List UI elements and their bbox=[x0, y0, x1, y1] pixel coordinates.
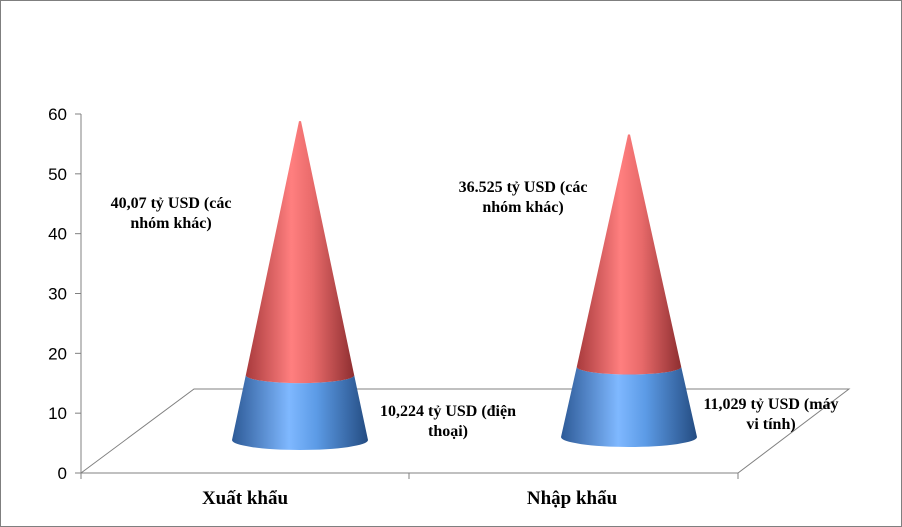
data-label-line: nhóm khác) bbox=[130, 215, 211, 232]
y-tick-label: 0 bbox=[58, 464, 67, 483]
category-labels: Xuất khẩu Nhập khẩu bbox=[202, 488, 618, 509]
data-label-line: 10,224 tỷ USD (điện bbox=[380, 403, 516, 420]
data-label: 10,224 tỷ USD (điện thoại) bbox=[380, 403, 516, 440]
cone-segment-series-0 bbox=[561, 366, 697, 447]
y-axis-ticks: 0 10 20 30 40 50 60 bbox=[48, 105, 81, 483]
cone-0 bbox=[232, 121, 368, 450]
y-tick-label: 40 bbox=[48, 225, 67, 244]
data-label-line: 11,029 tỷ USD (máy bbox=[703, 396, 838, 413]
category-label: Xuất khẩu bbox=[202, 488, 288, 509]
cone-segment-series-1 bbox=[576, 134, 682, 375]
data-label-line: thoại) bbox=[428, 423, 468, 440]
data-label-line: nhóm khác) bbox=[482, 199, 563, 216]
data-label: 36.525 tỷ USD (các nhóm khác) bbox=[459, 179, 588, 216]
y-tick-label: 50 bbox=[48, 165, 67, 184]
data-label: 40,07 tỷ USD (các nhóm khác) bbox=[111, 195, 232, 232]
cone-segment-series-1 bbox=[245, 121, 355, 384]
y-tick-label: 30 bbox=[48, 285, 67, 304]
y-tick-label: 60 bbox=[48, 105, 67, 124]
cone-1 bbox=[561, 134, 697, 447]
cone-segment-series-0 bbox=[232, 375, 368, 450]
category-label: Nhập khẩu bbox=[527, 488, 618, 509]
cones bbox=[232, 121, 697, 450]
data-label-line: 40,07 tỷ USD (các bbox=[111, 195, 232, 212]
y-tick-label: 10 bbox=[48, 404, 67, 423]
data-label-line: 36.525 tỷ USD (các bbox=[459, 179, 588, 196]
data-label: 11,029 tỷ USD (máy vi tính) bbox=[703, 396, 838, 433]
y-tick-label: 20 bbox=[48, 344, 67, 363]
data-labels: 40,07 tỷ USD (các nhóm khác) 10,224 tỷ USD… bbox=[111, 179, 839, 440]
data-label-line: vi tính) bbox=[746, 416, 795, 433]
